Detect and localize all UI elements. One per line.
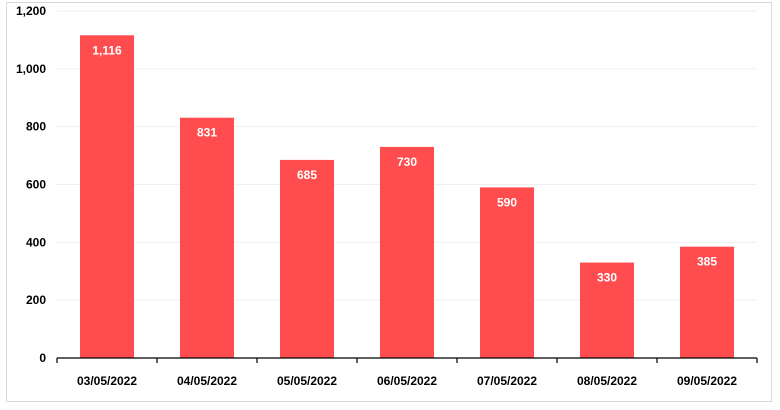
- x-tick-label: 05/05/2022: [277, 374, 337, 388]
- x-tick-label: 08/05/2022: [577, 374, 637, 388]
- x-tick-label: 09/05/2022: [677, 374, 737, 388]
- data-label: 730: [397, 155, 417, 169]
- gridlines: [57, 10, 757, 301]
- data-label: 590: [497, 195, 517, 209]
- axes: [56, 357, 758, 363]
- y-tick-label: 600: [26, 178, 46, 192]
- data-label: 385: [697, 255, 717, 269]
- bar: [380, 146, 434, 358]
- bars: [80, 35, 734, 358]
- bar: [580, 262, 634, 358]
- x-tick-label: 03/05/2022: [77, 374, 137, 388]
- y-tick-labels: 0 200 400 600 800 1,000 1,200: [16, 4, 46, 365]
- x-tick-label: 04/05/2022: [177, 374, 237, 388]
- bar: [280, 159, 334, 358]
- y-tick-label: 400: [26, 235, 46, 249]
- data-label: 831: [197, 126, 217, 140]
- y-tick-label: 0: [39, 351, 46, 365]
- data-label: 1,116: [92, 43, 122, 57]
- y-tick-label: 1,200: [16, 4, 46, 18]
- data-labels: 1,116 831 685 730 590 330 385: [92, 43, 717, 284]
- y-tick-label: 1,000: [16, 62, 46, 76]
- data-label: 330: [597, 271, 617, 285]
- y-tick-label: 800: [26, 120, 46, 134]
- y-tick-label: 200: [26, 293, 46, 307]
- data-label: 685: [297, 168, 317, 182]
- bar: [480, 187, 534, 358]
- x-tick-labels: 03/05/2022 04/05/2022 05/05/2022 06/05/2022…: [77, 374, 737, 388]
- x-tick-label: 06/05/2022: [377, 374, 437, 388]
- bar: [680, 246, 734, 358]
- bar: [180, 117, 234, 358]
- bar: [80, 35, 134, 358]
- x-tick-label: 07/05/2022: [477, 374, 537, 388]
